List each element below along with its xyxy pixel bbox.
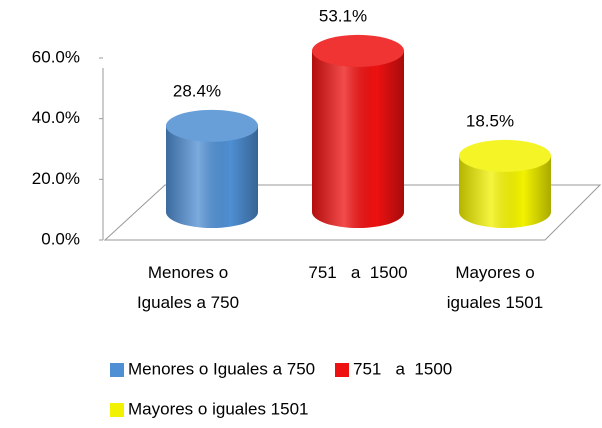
x-tick-label: Mayores o iguales 1501: [446, 263, 544, 312]
legend-swatch: [335, 363, 349, 377]
floor: [103, 184, 602, 241]
y-tick-label: 20.0%: [32, 169, 80, 188]
legend-label: Mayores o iguales 1501: [128, 399, 309, 418]
bar: [312, 34, 404, 229]
y-tick-label: 0.0%: [41, 229, 80, 248]
legend-label: Menores o Iguales a 750: [128, 359, 315, 378]
legend-label: 751 a 1500: [353, 359, 452, 378]
y-tick-label: 60.0%: [32, 47, 80, 66]
y-tick-label: 40.0%: [32, 108, 80, 127]
legend-swatch: [110, 403, 124, 417]
data-label: 18.5%: [466, 111, 514, 130]
data-label: 28.4%: [173, 81, 221, 100]
x-tick-label: 751 a 1500: [308, 263, 408, 282]
legend-swatch: [110, 363, 124, 377]
bar: [166, 109, 258, 228]
bar: [459, 139, 551, 228]
data-label: 53.1%: [319, 6, 367, 25]
x-tick-label: Menores o Iguales a 750: [136, 263, 240, 312]
